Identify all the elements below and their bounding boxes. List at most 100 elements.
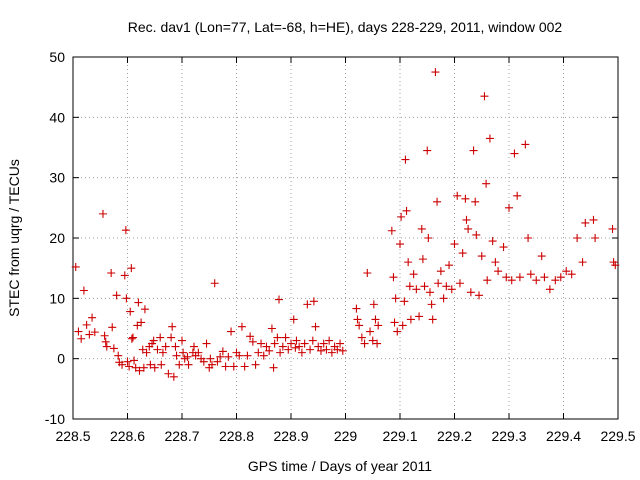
data-point <box>114 351 123 360</box>
data-point <box>450 240 459 249</box>
data-point <box>107 268 116 277</box>
data-point <box>300 339 309 348</box>
data-point <box>360 339 369 348</box>
data-point <box>589 215 598 224</box>
data-point <box>374 321 383 330</box>
x-tick-label: 229.1 <box>382 428 417 444</box>
data-point <box>567 270 576 279</box>
data-point <box>246 332 255 341</box>
data-point <box>194 348 203 357</box>
data-point <box>137 318 146 327</box>
data-point <box>120 271 129 280</box>
axis-ticks <box>72 56 619 420</box>
data-point <box>409 270 418 279</box>
data-point <box>169 372 178 381</box>
data-point <box>134 298 143 307</box>
data-point <box>515 273 524 282</box>
data-point <box>85 330 94 339</box>
data-point <box>178 336 186 345</box>
grid-lines <box>73 57 618 419</box>
data-point <box>412 285 421 294</box>
chart-title: Rec. dav1 (Lon=77, Lat=-68, h=HE), days … <box>128 19 563 35</box>
data-point <box>488 237 497 246</box>
x-axis-label: GPS time / Days of year 2011 <box>248 458 432 474</box>
data-point <box>254 348 263 357</box>
data-point <box>353 315 362 324</box>
data-point <box>270 339 279 348</box>
data-point <box>156 333 165 342</box>
data-point <box>108 323 117 332</box>
data-point <box>464 224 473 233</box>
data-point <box>366 327 375 336</box>
data-point <box>417 224 426 233</box>
data-point <box>482 179 491 188</box>
data-point <box>235 351 244 360</box>
data-point <box>319 339 328 348</box>
data-point <box>423 146 432 155</box>
data-point <box>130 356 139 365</box>
data-point <box>275 295 284 304</box>
data-point <box>591 234 600 242</box>
x-tick-label: 228.8 <box>219 428 254 444</box>
data-point <box>153 345 162 354</box>
data-point <box>267 324 276 333</box>
data-point <box>556 273 565 282</box>
data-point <box>118 360 127 369</box>
data-point <box>295 342 304 351</box>
data-point <box>183 352 192 361</box>
data-point <box>142 348 151 357</box>
data-point <box>158 348 167 357</box>
data-point <box>262 342 271 351</box>
data-point <box>276 348 285 357</box>
data-point <box>257 339 266 348</box>
data-point <box>216 352 225 361</box>
data-point <box>455 279 464 288</box>
x-tick-label: 229.2 <box>437 428 472 444</box>
y-tick-label: 50 <box>49 49 65 65</box>
data-point <box>439 294 448 303</box>
data-point <box>229 362 238 371</box>
data-point <box>400 297 409 306</box>
data-points <box>71 68 620 381</box>
data-point <box>292 336 301 345</box>
x-tick-label: 229.4 <box>546 428 581 444</box>
data-point <box>433 197 442 206</box>
data-point <box>237 322 246 331</box>
data-point <box>303 300 312 309</box>
data-point <box>608 224 617 233</box>
data-point <box>259 351 268 360</box>
data-point <box>164 369 173 378</box>
data-point <box>352 304 361 313</box>
data-point <box>184 360 193 369</box>
data-point <box>189 342 198 351</box>
data-point <box>611 261 620 270</box>
data-point <box>434 279 443 288</box>
data-point <box>126 307 135 316</box>
y-tick-label: -10 <box>45 411 65 427</box>
data-point <box>135 366 144 375</box>
data-point <box>278 342 287 351</box>
data-point <box>477 252 486 261</box>
data-point <box>140 305 149 314</box>
data-point <box>521 140 530 149</box>
data-point <box>368 336 377 345</box>
data-point <box>172 351 181 360</box>
data-point <box>363 268 372 277</box>
data-point <box>122 294 131 303</box>
data-point <box>127 334 136 343</box>
data-point <box>424 234 433 242</box>
data-point <box>427 300 436 309</box>
data-point <box>206 354 215 363</box>
data-point <box>573 234 582 242</box>
data-point <box>494 267 503 276</box>
data-point <box>79 286 88 295</box>
data-point <box>157 360 166 369</box>
data-point <box>218 347 227 356</box>
data-point <box>390 318 399 327</box>
data-point <box>150 363 159 372</box>
data-point <box>213 357 222 366</box>
data-point <box>102 342 111 351</box>
data-point <box>396 240 404 249</box>
y-tick-label: 10 <box>49 290 65 306</box>
x-tick-label: 229 <box>334 428 358 444</box>
